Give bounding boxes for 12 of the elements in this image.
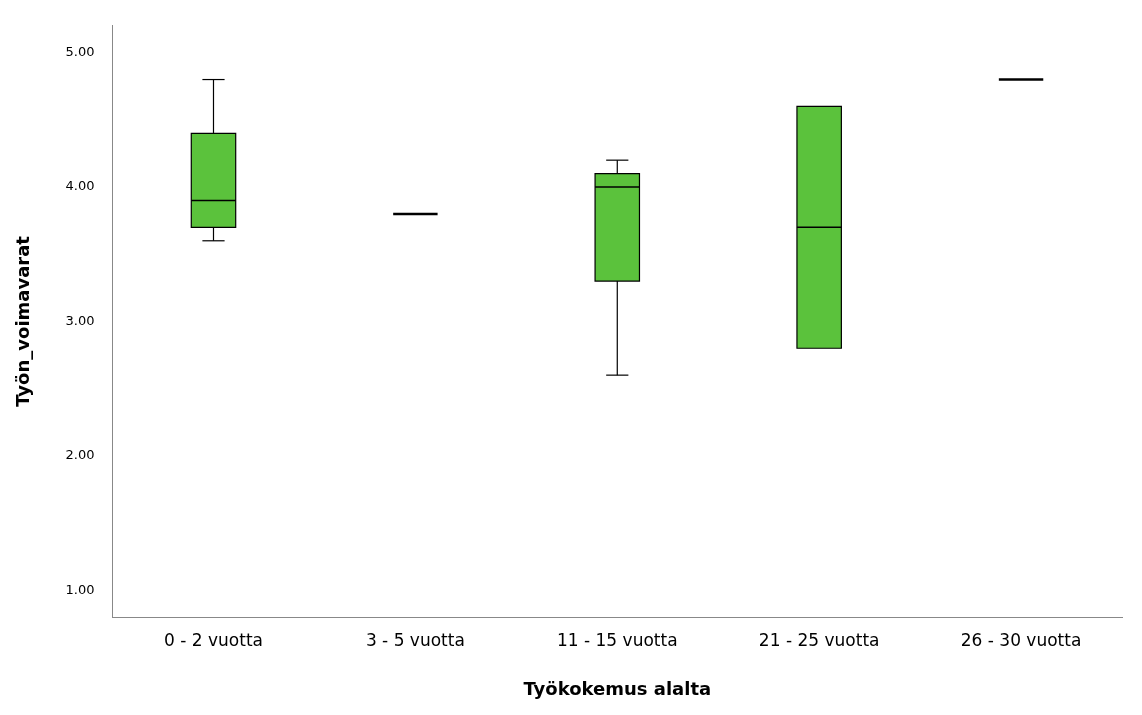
y-tick-label: 2.00 [65,447,95,463]
x-tick-label: 11 - 15 vuotta [556,629,678,650]
x-axis-title: Työkokemus alalta [523,677,712,699]
y-tick-label: 5.00 [65,44,95,60]
x-tick-label: 21 - 25 vuotta [758,629,880,650]
y-tick-label: 4.00 [65,178,95,194]
x-tick-label: 3 - 5 vuotta [365,629,465,650]
x-tick-label: 26 - 30 vuotta [960,629,1082,650]
y-tick-label: 1.00 [65,581,95,597]
x-tick-label: 0 - 2 vuotta [164,629,263,650]
y-axis-title: Työn_voimavarat [12,235,34,407]
y-tick-label: 3.00 [65,312,95,328]
